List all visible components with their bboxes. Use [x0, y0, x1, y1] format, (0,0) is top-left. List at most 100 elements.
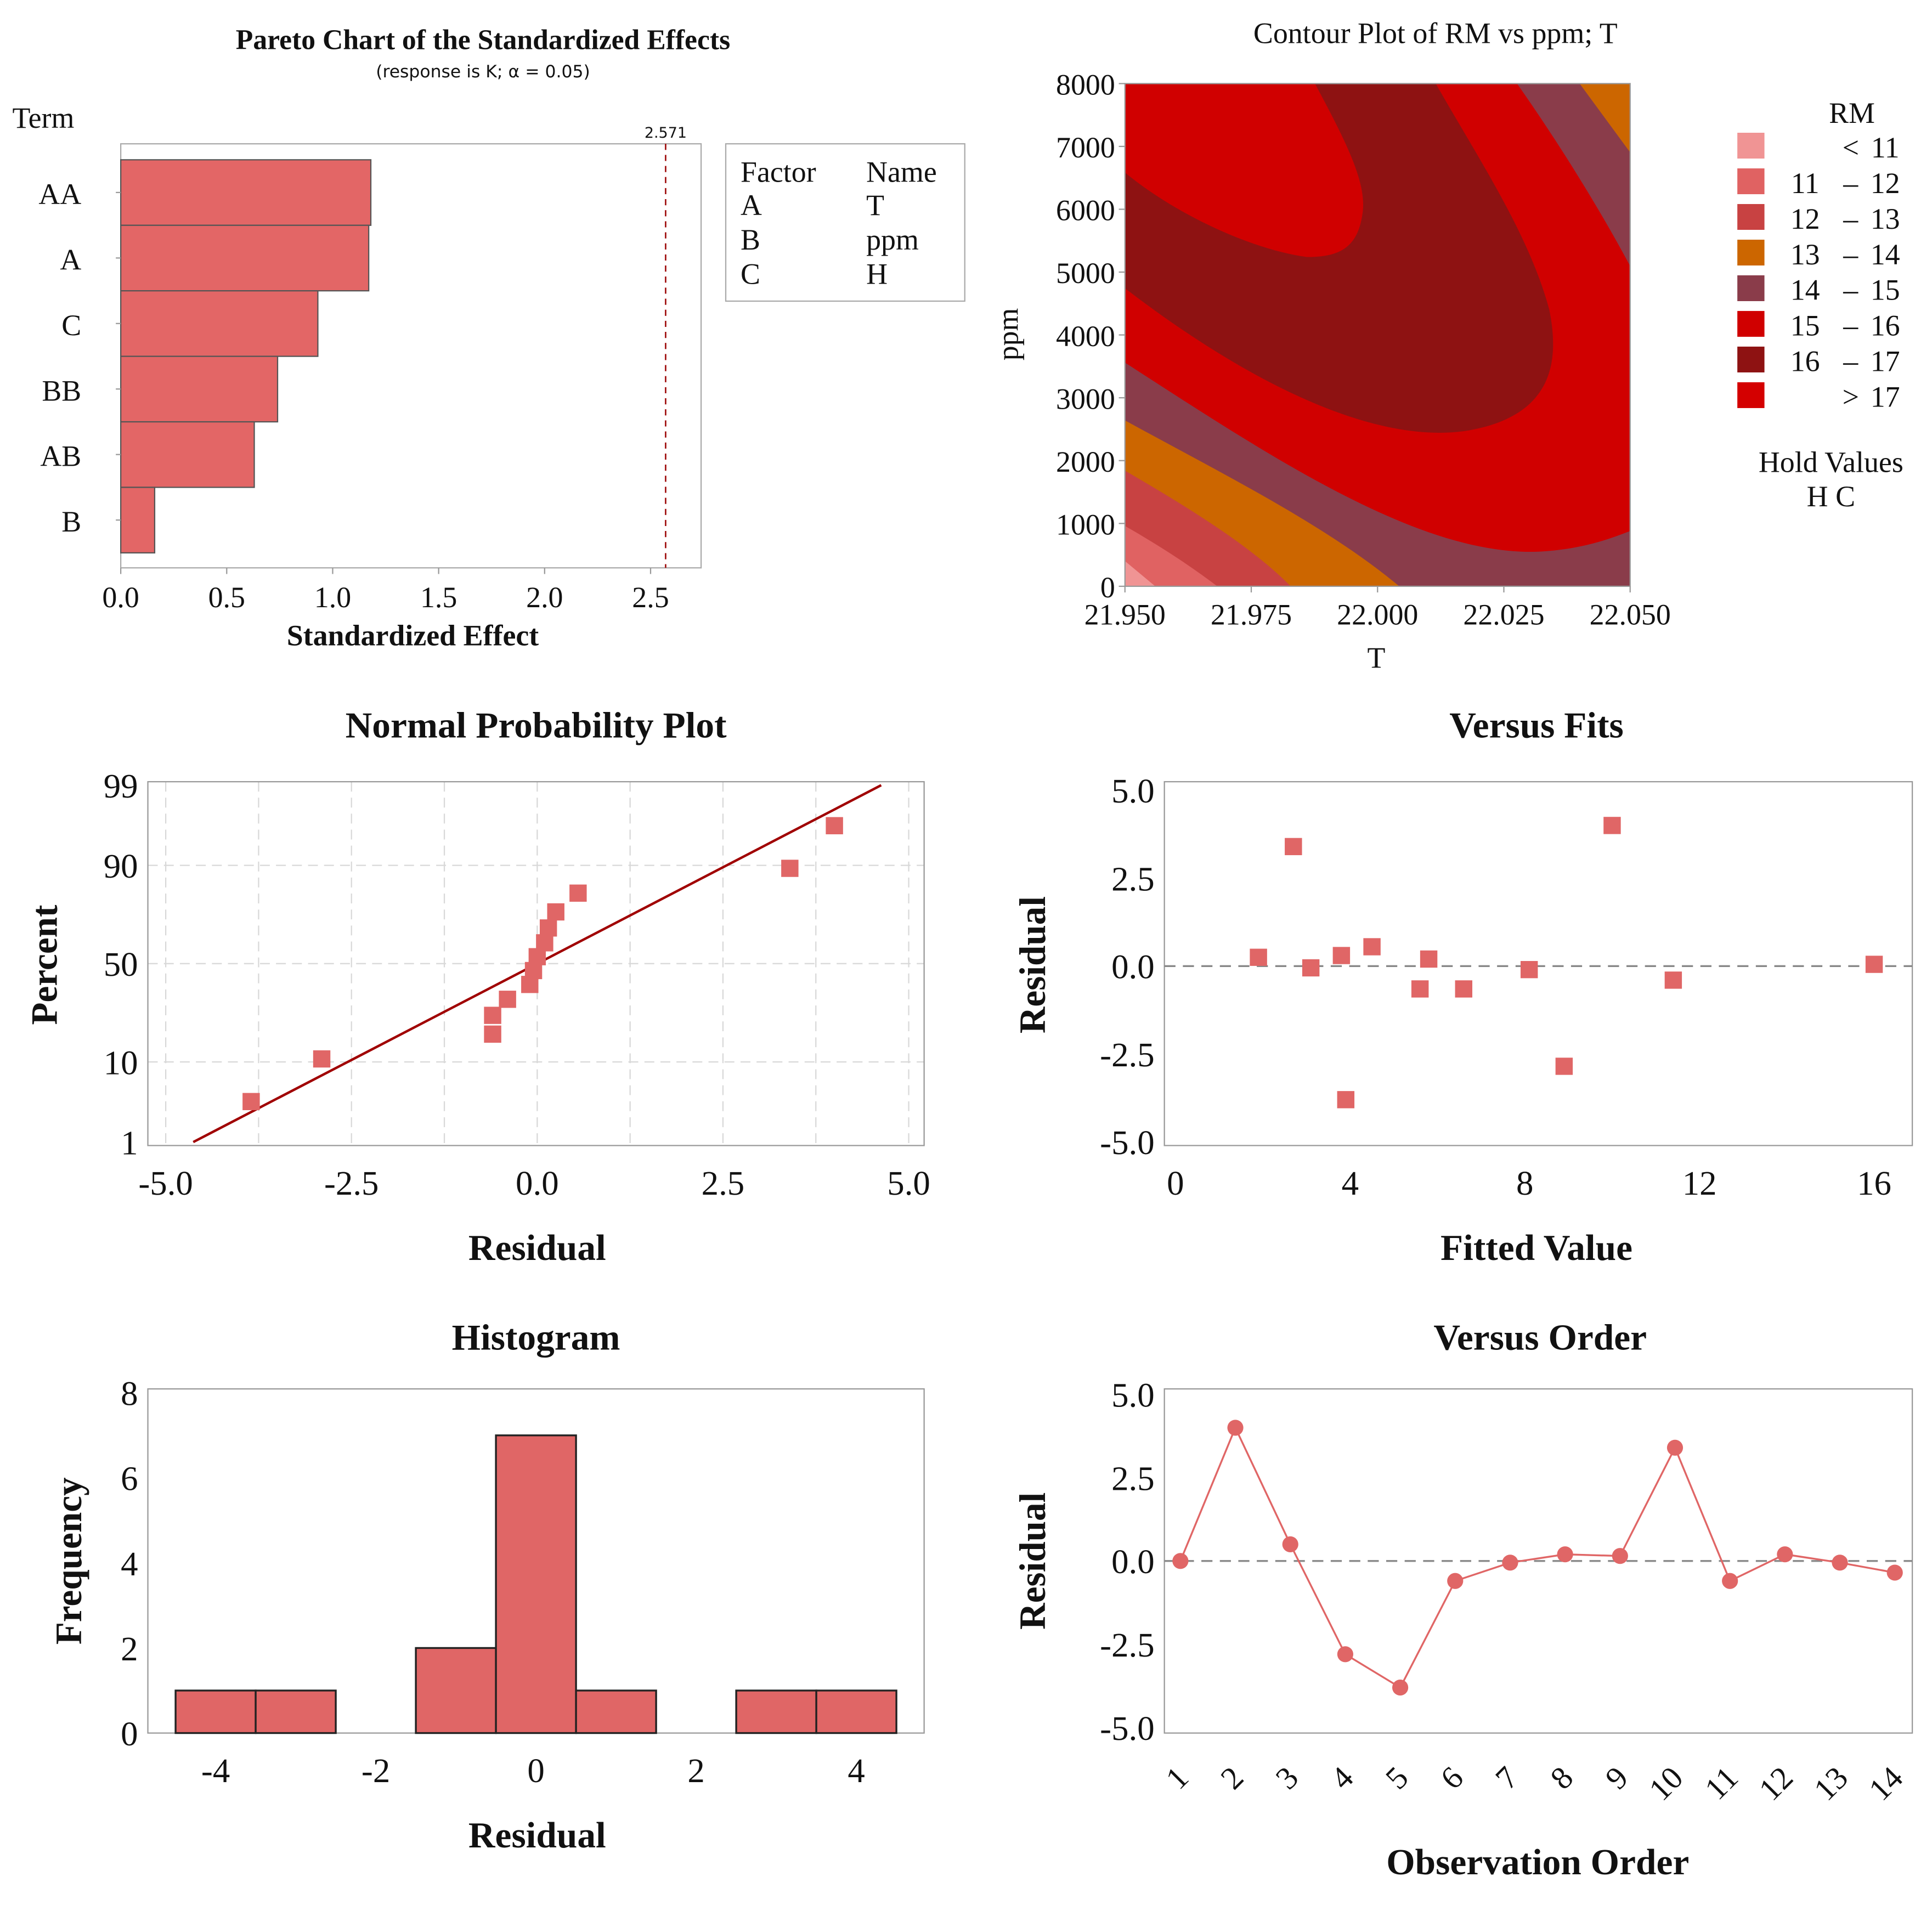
- versus-order-point: [1612, 1548, 1628, 1564]
- contour-x-tick-label: 22.025: [1463, 598, 1544, 631]
- pareto-term-label: BB: [42, 374, 81, 407]
- contour-x-tick-label: 21.975: [1211, 598, 1292, 631]
- normal-plot-y-label: Percent: [24, 905, 65, 1025]
- versus-order-x-tick-label: 14: [1862, 1760, 1910, 1807]
- normal-plot-y-tick-label: 10: [104, 1043, 138, 1082]
- contour-legend-from: 14: [1790, 274, 1820, 307]
- versus-fits-title: Versus Fits: [1449, 705, 1624, 746]
- normal-plot-x-tick-label: 5.0: [887, 1164, 930, 1202]
- pareto-subtitle: (response is K; α = 0.05): [376, 62, 590, 82]
- versus-fits-x-label: Fitted Value: [1440, 1227, 1632, 1268]
- contour-legend-swatch: [1737, 346, 1765, 372]
- normal-plot-x-tick-label: -2.5: [324, 1164, 379, 1202]
- contour-x-tick-label: 22.000: [1337, 598, 1418, 631]
- contour-legend-to: 11: [1871, 131, 1900, 164]
- contour-x-tick-label: 21.950: [1084, 598, 1166, 631]
- versus-fits-x-tick-label: 12: [1682, 1164, 1717, 1202]
- versus-order-x-tick-label: 4: [1324, 1760, 1360, 1796]
- versus-fits-x-tick-label: 0: [1167, 1164, 1184, 1202]
- factor-legend-factor: A: [741, 189, 762, 222]
- pareto-x-tick-label: 1.5: [420, 581, 457, 614]
- contour-legend-to: 17: [1871, 381, 1900, 414]
- versus-fits-point: [1411, 980, 1429, 998]
- pareto-bar-AA: [120, 159, 372, 226]
- versus-order-y-label: Residual: [1012, 1493, 1053, 1630]
- normal-plot-point: [539, 919, 557, 937]
- histogram-bar: [174, 1689, 257, 1734]
- versus-fits-point: [1332, 947, 1351, 964]
- histogram-y-tick-label: 4: [121, 1545, 138, 1583]
- versus-order-point: [1502, 1554, 1518, 1571]
- normal-plot-point: [547, 903, 564, 921]
- contour-region-16-17: [1125, 83, 1553, 433]
- versus-order-x-tick-label: 8: [1544, 1760, 1580, 1796]
- contour-title: Contour Plot of RM vs ppm; T: [1253, 16, 1618, 49]
- normal-plot-x-tick-label: 2.5: [702, 1164, 745, 1202]
- pareto-bar-AB: [120, 421, 255, 488]
- normal-plot-y-tick-label: 90: [104, 847, 138, 885]
- normal-plot-point: [826, 817, 843, 835]
- contour-legend-swatch: [1737, 239, 1765, 266]
- contour-legend-separator: –: [1843, 309, 1858, 342]
- histogram-bar: [735, 1689, 817, 1734]
- histogram-bar: [255, 1689, 337, 1734]
- contour-legend-swatch: [1737, 203, 1765, 230]
- versus-fits-x-tick-label: 8: [1516, 1164, 1533, 1202]
- contour-regions: [1125, 83, 1630, 586]
- contour-legend-swatch: [1737, 382, 1765, 408]
- contour-legend-swatch: [1737, 168, 1765, 195]
- histogram-x-tick-label: -4: [201, 1751, 230, 1790]
- factor-legend-name: H: [866, 258, 888, 291]
- versus-order-point: [1832, 1554, 1848, 1571]
- pareto-reference-label: 2.571: [645, 125, 687, 142]
- histogram-y-label: Frequency: [48, 1477, 89, 1644]
- pareto-x-tick-label: 2.5: [632, 581, 669, 614]
- versus-fits-y-tick-label: 5.0: [1111, 772, 1155, 810]
- pareto-x-tick-label: 0.5: [208, 581, 245, 614]
- versus-order-x-label: Observation Order: [1386, 1841, 1689, 1883]
- histogram-y-tick-label: 8: [121, 1375, 138, 1413]
- normal-plot-point: [313, 1050, 331, 1068]
- contour-y-label: ppm: [991, 308, 1024, 361]
- versus-order-title: Versus Order: [1433, 1316, 1647, 1358]
- contour-legend-separator: –: [1843, 202, 1858, 235]
- versus-fits-y-tick-label: -2.5: [1100, 1036, 1155, 1074]
- contour-hold-values: H C: [1807, 480, 1855, 513]
- pareto-title: Pareto Chart of the Standardized Effects: [236, 25, 730, 56]
- versus-fits-y-tick-label: 2.5: [1111, 860, 1155, 898]
- versus-fits-point: [1664, 971, 1682, 989]
- versus-fits-frame: [1163, 781, 1913, 1146]
- normal-plot-point: [484, 1007, 501, 1024]
- factor-legend-header: Name: [866, 156, 937, 189]
- versus-fits-point: [1250, 948, 1267, 966]
- contour-region-14-15-top: [1517, 83, 1630, 267]
- contour-y-tick-label: 0: [1100, 571, 1115, 604]
- contour-legend-separator: <: [1843, 131, 1859, 164]
- pareto-y-label: Term: [12, 101, 74, 134]
- histogram-y-tick-label: 6: [121, 1460, 138, 1498]
- histogram-bar: [575, 1689, 657, 1734]
- normal-plot-point: [569, 884, 587, 902]
- histogram-x-tick-label: 0: [527, 1751, 544, 1790]
- contour-y-tick-label: 8000: [1056, 69, 1115, 101]
- pareto-x-label: Standardized Effect: [287, 619, 539, 652]
- versus-order-x-tick-label: 5: [1379, 1760, 1415, 1796]
- normal-plot-point: [499, 991, 516, 1008]
- histogram-bar: [815, 1689, 897, 1734]
- versus-order-x-tick-label: 12: [1752, 1760, 1800, 1807]
- contour-legend-swatch: [1737, 275, 1765, 301]
- contour-y-tick-label: 1000: [1056, 508, 1115, 541]
- pareto-x-tick-label: 0.0: [102, 581, 139, 614]
- pareto-bar-A: [120, 224, 370, 292]
- versus-order-point: [1447, 1573, 1464, 1589]
- versus-fits-point: [1363, 938, 1381, 956]
- contour-legend-from: 16: [1790, 345, 1820, 378]
- contour-legend-to: 16: [1871, 309, 1900, 342]
- versus-order-point: [1722, 1573, 1738, 1589]
- normal-plot-point: [484, 1025, 501, 1043]
- pareto-term-label: AA: [38, 178, 81, 211]
- versus-order-x-tick-label: 11: [1698, 1760, 1745, 1807]
- contour-legend-to: 14: [1871, 238, 1900, 271]
- versus-fits-y-label: Residual: [1012, 896, 1053, 1033]
